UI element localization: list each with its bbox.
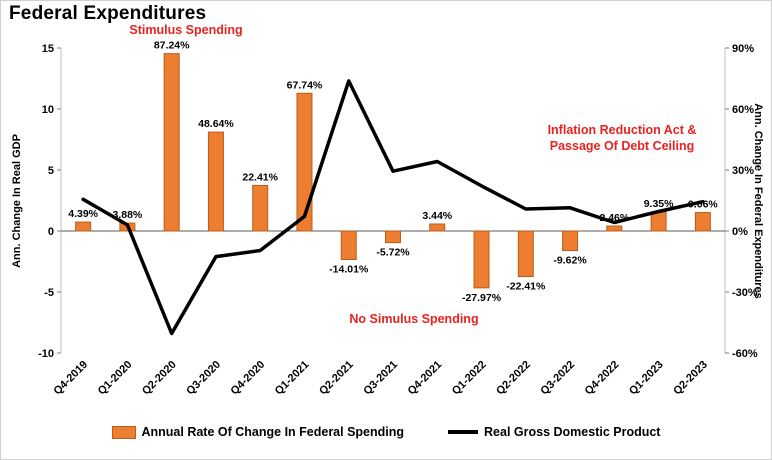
x-tick-label: Q3-2021 <box>361 359 400 398</box>
annotation-no-stimulus-spending: No Simulus Spending <box>349 312 479 326</box>
bar-value-label: 9.35% <box>644 198 674 210</box>
chart-title: Federal Expenditures <box>9 3 207 24</box>
right-axis-tick-label: 30% <box>732 165 754 177</box>
x-tick-label: Q3-2020 <box>184 359 223 398</box>
right-axis-tick-label: -60% <box>732 348 758 360</box>
left-axis-tick-label: 15 <box>42 43 54 55</box>
legend-line-swatch-icon <box>448 430 479 434</box>
right-axis-tick-label: 90% <box>732 43 754 55</box>
bar-value-label: 87.24% <box>154 40 190 52</box>
right-axis-tick-label: 0% <box>732 226 748 238</box>
bar-value-label: 22.41% <box>242 171 278 183</box>
legend-bar-swatch-icon <box>111 425 136 439</box>
x-tick-label: Q4-2019 <box>51 359 90 398</box>
bar <box>517 230 534 278</box>
x-tick-label: Q2-2023 <box>671 359 710 398</box>
annotation-ira-line1: Inflation Reduction Act & <box>547 123 697 137</box>
right-axis-tick-label: -30% <box>732 287 758 299</box>
annotation-stimulus-spending: Stimulus Spending <box>129 23 243 37</box>
left-axis-tick-label: -5 <box>44 287 54 299</box>
bar <box>385 230 401 244</box>
left-axis-tick-label: 0 <box>48 226 54 238</box>
annotation-ira-line2: Passage Of Debt Ceiling <box>549 139 695 153</box>
bar-value-label: 3.44% <box>422 210 452 222</box>
bar-value-label: -22.41% <box>506 281 546 293</box>
bar <box>296 92 313 232</box>
bar <box>75 221 92 232</box>
bar <box>163 53 180 232</box>
bar-value-label: 67.74% <box>287 79 323 91</box>
x-tick-label: Q2-2021 <box>317 359 356 398</box>
bar <box>340 230 357 260</box>
legend-label-federal-spending: Annual Rate Of Change In Federal Spendin… <box>141 425 405 439</box>
x-tick-label: Q2-2022 <box>494 359 533 398</box>
bar-value-label: 48.64% <box>198 118 234 130</box>
right-axis-tick-label: 60% <box>732 104 754 116</box>
bar <box>562 230 579 252</box>
left-axis-tick-label: 5 <box>48 165 54 177</box>
left-axis-tick-label: -10 <box>38 348 54 360</box>
x-tick-label: Q2-2020 <box>140 359 179 398</box>
legend-item-federal-spending: Annual Rate Of Change In Federal Spendin… <box>111 425 405 439</box>
bar <box>473 230 490 289</box>
left-axis-tick-label: 10 <box>42 104 54 116</box>
bar <box>650 211 667 232</box>
bar-value-label: 3.88% <box>113 209 143 221</box>
x-tick-label: Q4-2020 <box>229 359 268 398</box>
bar <box>606 225 623 232</box>
bar <box>694 212 711 232</box>
bar <box>207 131 224 232</box>
bar-value-label: -5.72% <box>376 247 410 259</box>
legend: Annual Rate Of Change In Federal Spendin… <box>1 425 771 439</box>
annotation-inflation-reduction-act: Inflation Reduction Act & Passage Of Deb… <box>516 122 728 154</box>
bar <box>252 184 269 232</box>
x-tick-label: Q1-2022 <box>450 359 489 398</box>
bar-value-label: -14.01% <box>329 263 369 275</box>
bar-value-label: 4.39% <box>68 208 98 220</box>
x-tick-label: Q4-2022 <box>583 359 622 398</box>
x-tick-label: Q1-2023 <box>627 359 666 398</box>
x-tick-label: Q3-2022 <box>538 359 577 398</box>
x-tick-label: Q1-2021 <box>273 359 312 398</box>
legend-label-gdp: Real Gross Domestic Product <box>484 425 661 439</box>
x-tick-label: Q4-2021 <box>406 359 445 398</box>
legend-item-gdp: Real Gross Domestic Product <box>448 425 660 439</box>
chart-plot-area: 15 10 5 0 -5 -10 90% 60% 30% 0% -30% -60% 4.39% 3.88%… <box>38 40 758 398</box>
bar-value-label: -27.97% <box>462 292 502 304</box>
bar <box>429 223 446 232</box>
x-tick-label: Q1-2020 <box>96 359 135 398</box>
gdp-line <box>81 79 705 336</box>
bar-value-label: -9.62% <box>553 255 587 267</box>
